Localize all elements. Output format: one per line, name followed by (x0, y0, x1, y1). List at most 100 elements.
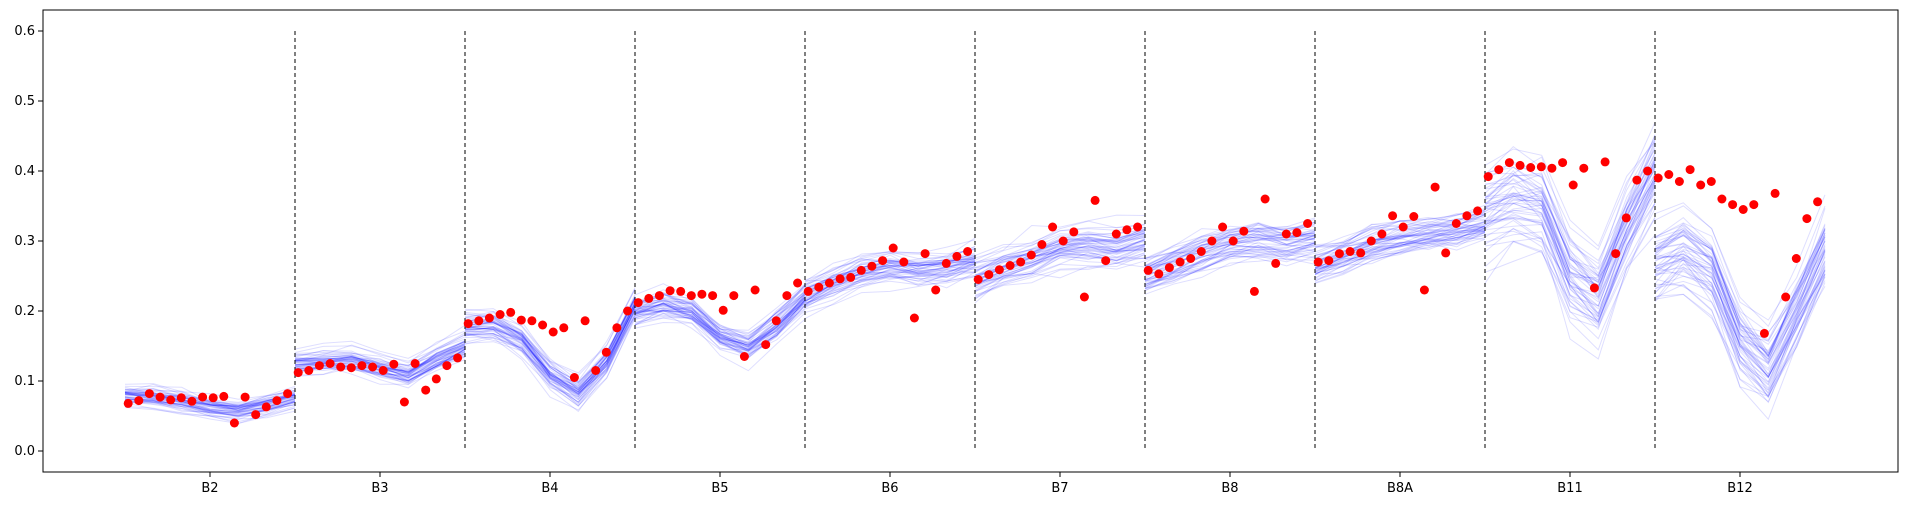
observed-point (739, 352, 749, 361)
observed-point (144, 389, 154, 399)
ensemble-curve (1654, 285, 1826, 404)
ensemble-curve (1654, 256, 1826, 383)
observed-point (750, 285, 760, 295)
observed-point (506, 307, 516, 317)
ensemble-curve (464, 306, 636, 393)
ensemble-curve (974, 238, 1146, 278)
ensemble-curve (1484, 181, 1656, 324)
ensemble-curve (1144, 242, 1316, 281)
observed-point (1090, 195, 1100, 205)
observed-point (729, 291, 739, 301)
ensemble-curve (1314, 234, 1486, 279)
observed-point (686, 291, 696, 301)
observed-point (1164, 263, 1174, 273)
ensemble-curve (804, 239, 976, 283)
observed-point (283, 389, 293, 399)
observed-point (1781, 292, 1791, 302)
ensemble-curve (1654, 229, 1826, 358)
ensemble-curve (1654, 269, 1826, 389)
ensemble-curve (634, 297, 806, 350)
ensemble-curve (1654, 244, 1826, 376)
ensemble-curve (974, 241, 1146, 287)
observed-point (814, 282, 824, 292)
ensemble-curve (1144, 249, 1316, 289)
ensemble-curve (1484, 182, 1656, 322)
ensemble-curve (634, 302, 806, 351)
ensemble-curve (804, 271, 976, 301)
ensemble-curve (634, 301, 806, 355)
observed-point (357, 361, 367, 371)
ensemble-curve (974, 244, 1146, 286)
ensemble-curve (294, 341, 466, 366)
observed-point (856, 265, 866, 275)
ensemble-curve (1144, 246, 1316, 283)
ensemble-curve (804, 268, 976, 305)
ensemble-curve (1654, 224, 1826, 355)
ensemble-curve (1314, 231, 1486, 271)
observed-point (1802, 214, 1812, 224)
ensemble-curve (1314, 225, 1486, 270)
ensemble-curve (1654, 216, 1826, 341)
ensemble-curve (124, 405, 296, 423)
ensemble-curve (974, 248, 1146, 289)
ensemble-curve (634, 310, 806, 356)
ensemble-curve (294, 346, 466, 373)
ensemble-curve (1314, 220, 1486, 256)
ensemble-curve (634, 300, 806, 352)
ensemble-curve (294, 340, 466, 375)
ensemble-curve (804, 257, 976, 295)
observed-point (1600, 157, 1610, 167)
ensemble-curve (294, 330, 466, 364)
ensemble-curve (124, 392, 296, 409)
separator-layer (294, 31, 1656, 451)
observed-point (304, 366, 314, 375)
ensemble-curve (1144, 253, 1316, 292)
ensemble-curve (1654, 240, 1826, 357)
observed-point (198, 392, 208, 402)
observed-point (888, 243, 898, 253)
ensemble-curve (1654, 268, 1826, 397)
observed-point (155, 392, 165, 402)
ensemble-curve (294, 356, 466, 383)
ensemble-curve (294, 355, 466, 385)
ensemble-curve (1654, 264, 1826, 391)
ensemble-curve (1654, 222, 1826, 358)
ensemble-curve (1484, 142, 1656, 289)
x-tick-label: B12 (1727, 481, 1752, 496)
observed-point (1547, 163, 1557, 173)
ensemble-curve (294, 355, 466, 384)
observed-point (952, 251, 962, 261)
ensemble-curve (1654, 260, 1826, 378)
observed-point (1249, 286, 1259, 296)
ensemble-curve (1484, 203, 1656, 331)
ensemble-curve (974, 246, 1146, 284)
observed-point (1451, 219, 1461, 228)
ensemble-curve (1144, 230, 1316, 270)
ensemble-curve (465, 308, 636, 395)
ensemble-curve (464, 314, 636, 403)
ensemble-curve (464, 309, 636, 404)
ensemble-curve (464, 304, 636, 395)
ensemble-curve (294, 341, 466, 373)
ensemble-curve (974, 249, 1146, 292)
ensemble-curve (294, 324, 466, 359)
ensemble-curve (294, 353, 466, 389)
observed-point (1419, 285, 1429, 295)
ensemble-curve (464, 288, 636, 377)
ensemble-curve (634, 299, 806, 348)
x-tick-label: B7 (1051, 481, 1068, 496)
ensemble-curve (1144, 250, 1316, 285)
ensemble-curve (974, 249, 1146, 285)
observed-point (346, 363, 356, 373)
ensemble-curve (1484, 160, 1656, 292)
ensemble-curve (1144, 239, 1316, 274)
ensemble-curve (1314, 234, 1486, 275)
observed-point (399, 397, 409, 407)
x-axis: B2 B3 B4 B5 B6 B7 B8 B8A B11 B12 (201, 472, 1753, 496)
y-tick-label: 0.5 (14, 94, 35, 109)
observed-point (1005, 261, 1015, 270)
observed-point (1515, 160, 1525, 170)
observed-point (1558, 158, 1568, 168)
ensemble-curve (1654, 259, 1826, 396)
ensemble-curve (464, 311, 636, 401)
